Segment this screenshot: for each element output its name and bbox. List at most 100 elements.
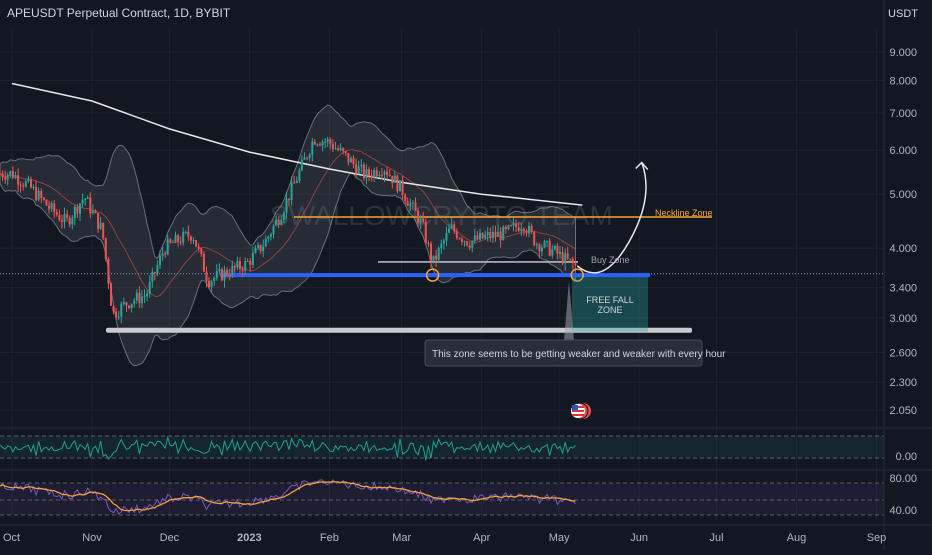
x-tick-label: Mar (392, 532, 411, 544)
candle-body (89, 197, 92, 214)
candle-body (293, 182, 296, 184)
candle-body (507, 225, 510, 229)
candle-body (275, 219, 278, 226)
candle-body (205, 271, 208, 281)
candle-body (236, 261, 239, 268)
candle-body (249, 261, 252, 265)
candle-body (6, 174, 9, 180)
candle-body (76, 206, 79, 214)
candle-body (393, 175, 396, 183)
x-tick-label: Aug (787, 532, 807, 544)
price-pane (0, 82, 884, 367)
candle-body (17, 175, 20, 185)
us-flag-icon[interactable] (571, 402, 591, 420)
candle-body (319, 144, 321, 146)
candle-body (530, 226, 533, 232)
x-tick-label: May (549, 532, 570, 544)
candle-body (179, 241, 182, 243)
candle-body (112, 305, 115, 312)
candle-body (177, 235, 180, 242)
candle-body (344, 151, 347, 154)
candle-body (135, 292, 138, 301)
candle-body (210, 281, 213, 287)
candle-body (479, 232, 481, 240)
candle-body (202, 254, 205, 272)
candle-body (481, 232, 484, 239)
candle-body (396, 175, 399, 192)
candle-body (378, 174, 381, 177)
candle-body (73, 206, 76, 218)
candle-body (97, 213, 100, 229)
oscillator-1-line (0, 435, 576, 461)
candle-body (339, 148, 342, 150)
free-fall-label-line1: FREE FALL (586, 295, 634, 305)
candle-body (388, 175, 391, 176)
candle-body (264, 239, 267, 247)
candle-body (300, 159, 303, 171)
candle-body (115, 311, 118, 317)
candle-body (337, 148, 340, 150)
candle-body (329, 139, 332, 144)
candle-body (190, 236, 192, 241)
candle-body (27, 178, 30, 182)
candle-body (251, 252, 254, 265)
projection-path[interactable] (576, 162, 647, 274)
candle-body (223, 269, 226, 281)
candle-body (45, 199, 48, 206)
candle-body (303, 157, 306, 160)
oscillator-panes (0, 427, 932, 516)
candle-body (40, 190, 43, 198)
candle-body (60, 220, 63, 223)
candle-body (270, 234, 272, 237)
candle-body (383, 171, 386, 175)
candle-body (133, 300, 136, 304)
y-tick-label: 40.00 (889, 505, 917, 517)
candle-body (208, 280, 210, 287)
candle-body (386, 171, 389, 175)
candle-body (128, 305, 130, 308)
candle-body (538, 244, 541, 252)
candle-body (42, 197, 45, 200)
candle-body (174, 235, 177, 243)
candle-body (504, 226, 507, 229)
candle-body (153, 272, 156, 274)
candle-body (411, 202, 414, 204)
candle-body (228, 275, 231, 277)
candle-body (107, 259, 110, 284)
currency-label[interactable]: USDT (888, 8, 918, 20)
candle-body (543, 241, 546, 248)
candle-body (159, 255, 161, 266)
free-fall-label-line2: ZONE (597, 305, 622, 315)
candle-body (1, 173, 4, 178)
candle-body (535, 244, 538, 246)
neckline-label: Neckline Zone (655, 208, 713, 218)
candle-body (370, 175, 373, 178)
candle-body (368, 169, 370, 176)
x-tick-label: Feb (320, 532, 339, 544)
candle-body (489, 232, 492, 238)
symbol-title[interactable]: APEUSDT Perpetual Contract, 1D, BYBIT (7, 6, 231, 20)
candle-body (533, 231, 536, 246)
candle-body (99, 222, 102, 229)
support-line[interactable] (220, 273, 650, 278)
candle-body (569, 258, 572, 260)
candle-body (146, 293, 149, 297)
projection-arrowhead (635, 161, 649, 170)
candle-body (213, 277, 216, 282)
x-tick-label: Sep (867, 532, 887, 544)
candle-body (148, 281, 151, 294)
candle-body (306, 157, 309, 159)
candle-body (432, 255, 435, 262)
candle-body (476, 235, 479, 240)
candle-body (68, 217, 71, 225)
candle-body (404, 195, 407, 202)
candle-body (417, 210, 420, 224)
y-tick-label: 80.00 (889, 473, 917, 485)
x-tick-label: Jun (630, 532, 648, 544)
candle-body (120, 303, 123, 317)
candle-body (4, 177, 7, 180)
candle-body (79, 203, 81, 214)
candle-body (566, 253, 569, 259)
bottom-support-line[interactable] (106, 327, 692, 333)
